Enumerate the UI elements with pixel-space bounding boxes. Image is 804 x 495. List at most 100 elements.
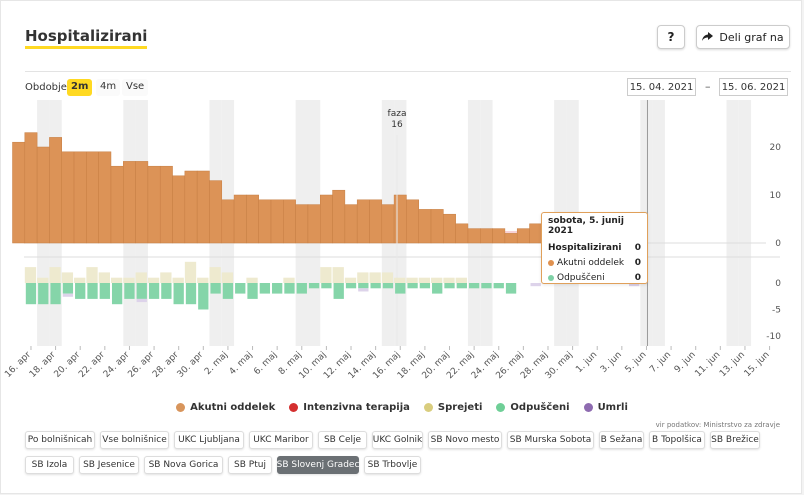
weekend-band	[652, 100, 665, 346]
date-to-input[interactable]: 15. 06. 2021	[719, 78, 788, 96]
hospital-button[interactable]: Po bolnišnicah	[25, 431, 95, 449]
legend-label: Odpuščeni	[510, 402, 570, 413]
bar-discharged	[333, 283, 344, 299]
bar-acute	[12, 141, 26, 244]
bar-discharged	[419, 283, 431, 289]
hospital-button[interactable]: B Topolšica	[649, 431, 705, 449]
bar-acute	[110, 165, 124, 244]
hospital-button[interactable]: SB Izola	[25, 456, 74, 474]
hospital-button[interactable]: UKC Golnik	[372, 431, 423, 449]
bar-acute	[270, 199, 284, 244]
bar-discharged	[247, 283, 258, 299]
help-button[interactable]: ?	[657, 25, 685, 49]
x-tick-label: 3. jun	[599, 350, 624, 375]
divider	[25, 71, 791, 72]
legend-item-icu[interactable]: Intenzivna terapija	[289, 402, 410, 413]
bar-discharged	[173, 283, 184, 305]
bar-admitted	[37, 277, 49, 283]
share-button-label: Deli graf na	[719, 30, 784, 44]
hospital-button[interactable]: SB Murska Sobota	[507, 431, 594, 449]
bar-admitted	[209, 267, 221, 283]
weekend-band	[726, 100, 739, 346]
bar-discharged	[481, 283, 492, 289]
hospital-button[interactable]: SB Trbovlje	[364, 456, 421, 474]
legend-item-acute[interactable]: Akutni oddelek	[176, 402, 275, 413]
legend-item-discharged[interactable]: Odpuščeni	[496, 402, 570, 413]
bar-admitted	[123, 277, 135, 283]
bar-admitted	[357, 272, 369, 283]
x-tick-label: 30. apr	[176, 350, 206, 380]
tooltip-row-discharged: Odpuščeni 0	[548, 270, 641, 285]
bar-admitted	[431, 277, 443, 283]
bar-acute	[332, 189, 346, 244]
tooltip-discharged-value: 0	[634, 272, 641, 283]
legend-item-deceased[interactable]: Umrli	[583, 402, 628, 413]
hospital-button[interactable]: UKC Maribor	[249, 431, 313, 449]
bar-discharged	[358, 283, 369, 289]
bar-discharged	[432, 283, 443, 294]
x-tick-label: 6. maj	[252, 350, 279, 377]
hospital-button[interactable]: SB Brežice	[710, 431, 760, 449]
bar-admitted	[369, 272, 381, 283]
bar-discharged	[25, 283, 37, 305]
bar-admitted	[443, 277, 455, 283]
bar-discharged	[111, 283, 123, 305]
x-tick-label: 5. jun	[624, 350, 649, 375]
legend-item-admitted[interactable]: Sprejeti	[423, 402, 482, 413]
share-button[interactable]: Deli graf na	[696, 25, 790, 49]
bar-acute	[467, 228, 481, 244]
bar-acute	[480, 228, 493, 244]
bar-acute	[430, 209, 444, 244]
y-tick-label: 0	[775, 239, 781, 249]
bar-discharged	[124, 283, 135, 299]
hospital-button[interactable]: Vse bolnišnice	[100, 431, 169, 449]
weekend-band	[467, 100, 481, 346]
phase-label: faza	[388, 109, 407, 119]
bar-admitted	[394, 277, 406, 283]
bar-discharged	[468, 283, 480, 289]
bar-discharged	[148, 283, 160, 299]
bar-acute	[516, 228, 530, 244]
x-tick-label: 4. maj	[228, 350, 255, 377]
date-from-input[interactable]: 15. 04. 2021	[627, 78, 696, 96]
period-all-button[interactable]: Vse	[122, 79, 149, 96]
period-4m-button[interactable]: 4m	[96, 79, 121, 96]
y-tick-label: -5	[772, 306, 781, 316]
bar-acute	[455, 223, 469, 244]
period-2m-button[interactable]: 2m	[67, 79, 93, 96]
bar-admitted	[147, 277, 160, 283]
phase-number: 16	[391, 120, 403, 130]
bar-discharged	[272, 283, 283, 294]
bar-discharged	[235, 283, 246, 294]
hospital-button[interactable]: UKC Ljubljana	[174, 431, 244, 449]
bar-admitted	[283, 277, 295, 283]
bar-discharged	[395, 283, 406, 294]
bar-acute	[443, 213, 456, 244]
hospital-button[interactable]: SB Novo mesto	[428, 431, 502, 449]
bar-discharged	[321, 283, 332, 289]
bar-acute	[98, 151, 112, 244]
hospital-button[interactable]: B Sežana	[599, 431, 644, 449]
bar-admitted	[98, 272, 110, 283]
share-icon	[702, 32, 714, 41]
bar-acute	[344, 204, 358, 244]
bar-acute	[295, 204, 309, 244]
bar-deceased	[62, 293, 74, 297]
bar-acute	[24, 132, 38, 244]
chart-legend: Akutni oddelek Intenzivna terapija Sprej…	[0, 402, 804, 413]
bar-discharged	[505, 283, 517, 294]
tooltip-discharged-label: Odpuščeni	[557, 272, 605, 283]
hospital-button[interactable]: SB Jesenice	[79, 456, 139, 474]
y-tick-label: 0	[775, 279, 781, 289]
bar-admitted	[197, 277, 209, 283]
weekend-band	[738, 100, 752, 346]
bar-admitted	[135, 272, 147, 283]
x-tick-label: 28. apr	[151, 350, 181, 380]
hospital-button[interactable]: SB Nova Gorica	[144, 456, 223, 474]
bar-discharged	[99, 283, 110, 299]
hospital-button[interactable]: SB Ptuj	[228, 456, 272, 474]
hospital-button[interactable]: SB Slovenj Gradec	[277, 456, 359, 474]
hospital-button[interactable]: SB Celje	[318, 431, 367, 449]
x-tick-label: 16. apr	[3, 350, 33, 380]
